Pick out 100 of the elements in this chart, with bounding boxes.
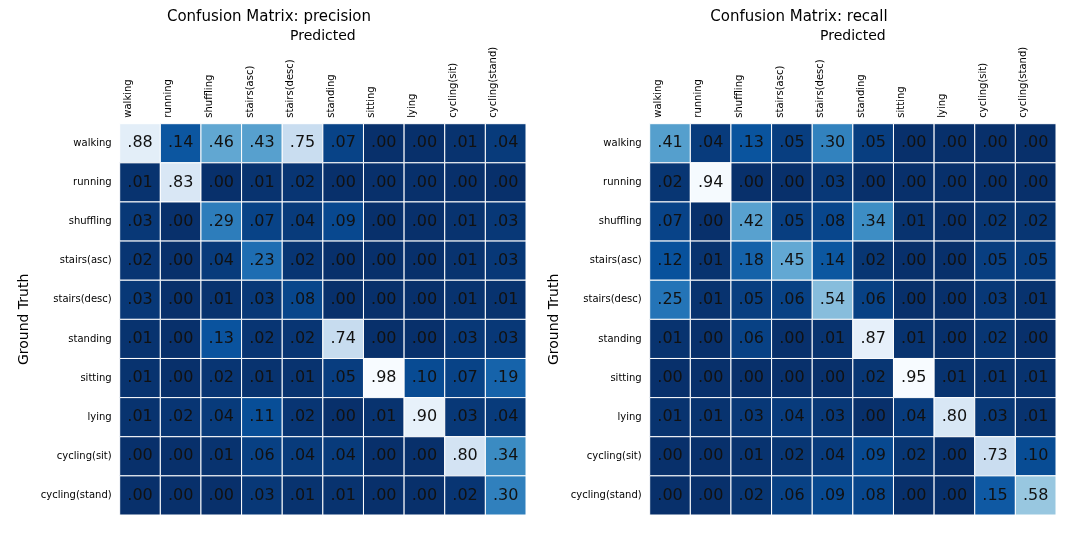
data-label: .01 [452,288,478,308]
data-label: .00 [901,171,927,191]
y-tick-label: stairs(desc) [583,293,642,305]
data-label: .00 [411,249,438,269]
data-label: .00 [330,171,356,191]
data-label: .04 [289,210,316,230]
data-label: .01 [738,445,764,465]
data-label: .00 [127,484,153,504]
data-label: .09 [330,210,356,230]
y-tick-label: cycling(stand) [570,489,642,501]
data-label: .08 [819,210,846,230]
data-label: .02 [289,171,316,191]
data-label: .03 [249,288,275,308]
data-label: .74 [330,328,356,348]
chart-title: Confusion Matrix: recall [710,6,888,25]
data-label: .01 [127,171,153,191]
data-label: .07 [657,210,683,230]
data-label: .04 [330,445,356,465]
data-label: .00 [941,249,968,269]
data-label: .46 [208,132,234,152]
data-label: .00 [411,171,438,191]
data-label: .01 [452,132,478,152]
data-label: .01 [1022,367,1049,387]
data-label: .04 [779,406,805,426]
data-label: .98 [371,367,397,387]
data-label: .00 [697,445,724,465]
data-label: .03 [249,484,275,504]
data-label: .80 [452,445,478,465]
data-label: .01 [657,406,683,426]
data-label: .73 [982,445,1008,465]
data-label: .00 [779,367,805,387]
data-label: .04 [289,445,316,465]
data-label: .00 [371,210,397,230]
data-label: .02 [208,367,234,387]
y-tick-label: lying [87,410,112,422]
data-label: .03 [819,406,846,426]
data-label: .07 [249,210,275,230]
data-label: .00 [411,132,438,152]
data-label: .01 [697,288,724,308]
data-label: .01 [371,406,397,426]
data-label: .00 [697,328,724,348]
data-label: .04 [819,445,846,465]
data-label: .00 [819,367,846,387]
x-tick-label: stairs(asc) [243,65,255,118]
data-label: .07 [330,132,356,152]
data-label: .00 [371,288,397,308]
data-label: .02 [901,445,927,465]
x-tick-label: running [162,79,174,118]
data-label: .06 [738,328,764,348]
y-tick-label: standing [598,332,642,344]
data-label: .00 [208,484,234,504]
data-label: .00 [167,328,194,348]
data-label: .09 [819,484,846,504]
data-label: .04 [492,406,519,426]
data-label: .00 [167,445,194,465]
x-tick-label: standing [854,74,866,118]
data-label: .12 [657,249,683,269]
data-label: .02 [982,328,1008,348]
y-tick-label: stairs(asc) [589,254,642,266]
data-label: .01 [982,367,1008,387]
data-label: .00 [860,171,886,191]
data-label: .83 [167,171,194,191]
data-label: .01 [127,406,153,426]
y-tick-label: walking [603,136,642,148]
data-label: .09 [860,445,886,465]
data-label: .03 [452,328,478,348]
chart-title: Confusion Matrix: precision [166,6,372,25]
x-tick-label: stairs(desc) [284,59,296,118]
data-label: .00 [982,171,1008,191]
x-tick-label: stairs(asc) [773,65,785,118]
data-label: .02 [167,406,194,426]
x-tick-label: sitting [365,86,377,118]
data-label: .00 [901,249,927,269]
data-label: .29 [208,210,234,230]
data-label: .01 [208,445,234,465]
data-label: .95 [901,367,927,387]
data-label: .13 [738,132,764,152]
data-label: .00 [330,249,356,269]
x-tick-label: sitting [895,86,907,118]
data-label: .00 [371,249,397,269]
data-label: .01 [657,328,683,348]
data-label: .13 [208,328,234,348]
data-label: .00 [697,367,724,387]
data-label: .54 [819,288,846,308]
data-label: .10 [411,367,438,387]
x-tick-label: cycling(sit) [976,62,988,118]
x-tick-label: shuffling [732,74,744,118]
x-tick-label: shuffling [202,74,214,118]
data-label: .00 [371,445,397,465]
data-label: .00 [697,210,724,230]
data-label: .00 [901,132,927,152]
data-label: .01 [697,249,724,269]
data-label: .08 [860,484,886,504]
data-label: .02 [1022,210,1049,230]
data-label: .00 [208,171,234,191]
data-label: .25 [657,288,683,308]
data-label: .05 [779,132,805,152]
data-label: .00 [697,484,724,504]
data-label: .00 [371,484,397,504]
data-label: .01 [492,288,519,308]
